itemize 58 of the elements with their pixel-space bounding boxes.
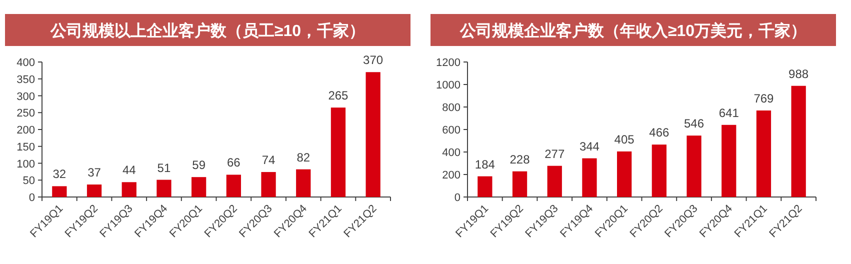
data-label: 184 [474,157,496,172]
data-label: 59 [192,158,206,172]
y-tick-label: 250 [16,108,35,120]
y-tick-label: 150 [16,141,35,154]
data-label: 265 [328,88,349,103]
y-tick-label: 100 [16,158,35,170]
bar [512,171,528,197]
bar [86,184,102,197]
y-tick-label: 200 [16,124,35,136]
data-label: 228 [510,152,530,166]
data-label: 769 [754,91,774,106]
bar [296,169,311,197]
data-label: 82 [296,150,310,164]
data-label: 405 [614,132,635,146]
bar [330,108,346,197]
data-label: 66 [226,156,241,170]
y-tick-label: 400 [442,147,460,159]
data-label: 370 [363,53,384,68]
bar [156,180,172,197]
bar [478,176,492,197]
data-label: 344 [579,139,600,154]
data-label: 32 [52,167,66,182]
y-tick-label: 0 [28,192,35,204]
bar [756,110,772,197]
data-label: 546 [684,116,704,131]
bar [652,144,666,197]
data-label: 641 [718,106,740,120]
bar [617,151,632,197]
bar [192,177,206,197]
bar [582,158,597,197]
data-label: 37 [88,166,102,180]
bar [261,172,276,197]
bar [722,124,736,197]
chart-title: 公司规模以上企业客户数（员工≥10，千家） [49,21,366,40]
bar [366,72,380,197]
y-tick-label: 1000 [436,80,460,92]
bar [686,136,702,197]
bar [122,182,136,197]
data-label: 466 [649,126,670,140]
data-label: 74 [262,153,276,168]
y-tick-label: 800 [442,102,460,114]
data-label: 988 [788,66,809,81]
y-tick-label: 200 [442,170,460,182]
data-label: 44 [122,163,136,178]
y-tick-label: 1200 [436,57,460,69]
y-tick-label: 600 [442,124,460,136]
bar [547,166,562,197]
y-tick-label: 50 [22,175,35,188]
data-label: 277 [544,146,565,161]
bar [226,174,241,197]
chart-title: 公司规模企业客户数（年收入≥10万美元，千家） [458,21,807,40]
y-tick-label: 400 [16,57,35,69]
bar [52,186,67,197]
y-tick-label: 0 [454,192,460,204]
y-tick-label: 350 [16,74,35,86]
bar [791,86,806,197]
data-label: 51 [157,160,171,175]
y-tick-label: 300 [16,90,35,103]
